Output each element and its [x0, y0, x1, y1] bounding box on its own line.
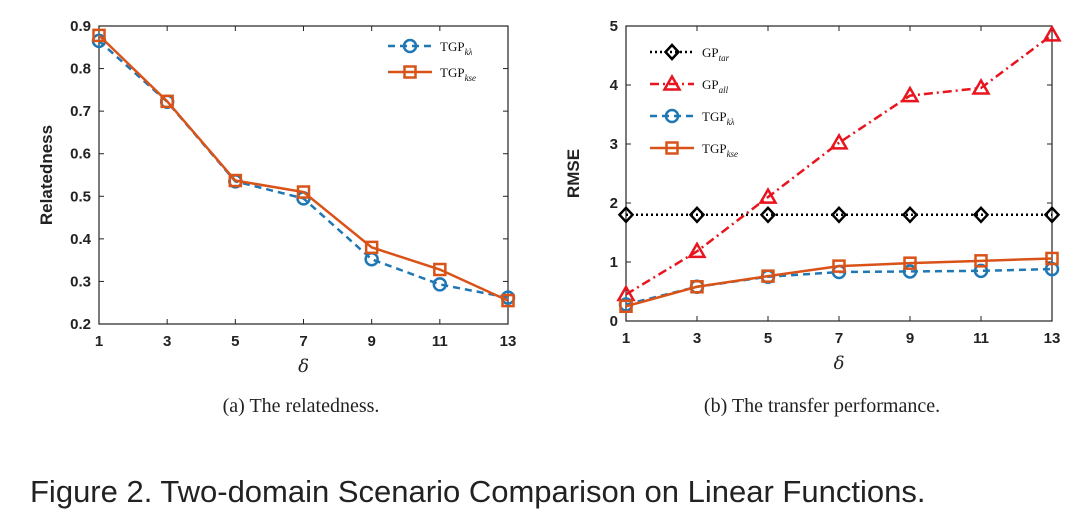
chart-b-series-line: [625, 257, 1053, 308]
chart-b-legend-marker: [663, 43, 681, 61]
chart-b-data-point: [971, 77, 991, 95]
chart-a-data-point: [228, 173, 243, 188]
chart-a-data-point: [433, 262, 447, 277]
chart-b-legend-marker: [664, 108, 680, 124]
chart-a-y-tick-label: 0.3: [70, 273, 91, 290]
chart-a-x-axis-label: δ: [298, 356, 309, 377]
chart-a-series-line: [98, 34, 509, 302]
chart-a-data-point: [92, 28, 106, 43]
chart-a-data-point: [296, 185, 311, 199]
figure-caption: Figure 2. Two-domain Scenario Comparison…: [30, 474, 925, 509]
chart-transfer-performance: 1 3 5 7 9 11 13012345δRMSEGPtarGPallTGPkλTGPks…: [564, 18, 1062, 374]
chart-b-data-point: [1045, 251, 1059, 266]
chart-b-data-point: [901, 205, 919, 224]
chart-a-data-point: [432, 277, 448, 292]
chart-b-legend-marker: [662, 73, 682, 91]
chart-b-x-tick-label: 5: [764, 330, 772, 347]
chart-b-data-point: [758, 187, 778, 204]
chart-a-y-tick-label: 0.5: [70, 188, 91, 205]
chart-b-data-point: [688, 205, 706, 224]
chart-b-data-point: [617, 205, 635, 224]
chart-a-legend-marker: [403, 65, 417, 79]
chart-b-y-tick-label: 4: [610, 77, 619, 94]
chart-b-data-point: [687, 241, 707, 259]
chart-b-data-point: [759, 205, 777, 224]
chart-b-data-point: [690, 280, 704, 294]
chart-b-data-point: [972, 205, 990, 224]
chart-a-y-tick-label: 0.8: [70, 61, 91, 78]
chart-b-x-axis-label: δ: [834, 353, 845, 374]
chart-b-data-point: [1042, 24, 1062, 42]
chart-a-x-tick-label: 9: [367, 333, 375, 350]
chart-a-x-tick-label: 5: [231, 333, 239, 350]
chart-b-data-point: [973, 263, 989, 279]
chart-b-data-point: [829, 132, 849, 150]
chart-b-data-point: [761, 269, 775, 283]
chart-b-legend-label: TGPkλ: [702, 109, 735, 127]
chart-b-caption: (b) The transfer performance.: [704, 395, 940, 417]
chart-a-caption: (a) The relatedness.: [223, 395, 380, 417]
chart-relatedness: 1 3 5 7 9 11 130.20.30.40.50.60.70.80.9δRelate…: [37, 18, 516, 377]
chart-b-y-tick-label: 5: [610, 18, 618, 35]
chart-a-legend-label: TGPkse: [440, 65, 476, 83]
chart-b-y-tick-label: 3: [610, 136, 618, 153]
chart-a-y-tick-label: 0.7: [70, 103, 91, 120]
chart-b-x-tick-label: 13: [1044, 330, 1061, 347]
chart-b-axes-box: [625, 25, 1053, 322]
chart-b-data-point: [974, 254, 988, 268]
chart-a-y-tick-label: 0.2: [70, 316, 91, 333]
chart-b-data-point: [902, 264, 918, 279]
chart-b-legend-label: GPall: [702, 77, 729, 95]
chart-b-x-tick-label: 11: [973, 330, 989, 347]
chart-a-y-axis-label: Relatedness: [37, 125, 56, 225]
chart-b-x-tick-label: 7: [835, 330, 843, 347]
chart-b-data-point: [830, 205, 848, 224]
chart-b-x-tick-label: 1: [622, 330, 630, 347]
chart-b-data-point: [1043, 205, 1061, 224]
chart-a-x-tick-label: 7: [299, 333, 307, 350]
chart-a-y-tick-label: 0.4: [70, 231, 92, 248]
chart-b-data-point: [832, 259, 846, 273]
chart-a-legend-label: TGPkλ: [440, 39, 473, 57]
chart-b-x-tick-label: 9: [906, 330, 914, 347]
chart-b-legend-label: GPtar: [702, 45, 730, 63]
chart-b-series-line: [625, 33, 1053, 296]
chart-a-y-tick-label: 0.6: [70, 146, 91, 163]
chart-a-x-tick-label: 11: [432, 333, 448, 350]
chart-b-y-axis-label: RMSE: [564, 149, 583, 198]
chart-b-x-tick-label: 3: [693, 330, 701, 347]
chart-b-data-point: [619, 299, 633, 313]
chart-b-y-tick-label: 2: [610, 195, 618, 212]
chart-a-legend-marker: [402, 38, 418, 54]
chart-a-x-tick-label: 13: [500, 333, 517, 350]
chart-a-data-point: [364, 240, 379, 255]
chart-a-y-tick-label: 0.9: [70, 18, 91, 35]
chart-b-legend-marker: [665, 141, 679, 155]
chart-b-y-tick-label: 1: [610, 254, 618, 271]
chart-b-legend-label: TGPkse: [702, 141, 738, 159]
chart-a-data-point: [501, 293, 515, 308]
chart-a-data-point: [160, 94, 174, 109]
chart-b-y-tick-label: 0: [610, 313, 618, 330]
chart-a-data-point: [364, 252, 379, 267]
chart-a-x-tick-label: 1: [95, 333, 103, 350]
chart-b-data-point: [900, 85, 920, 103]
chart-b-data-point: [903, 256, 917, 270]
chart-a-x-tick-label: 3: [163, 333, 171, 350]
